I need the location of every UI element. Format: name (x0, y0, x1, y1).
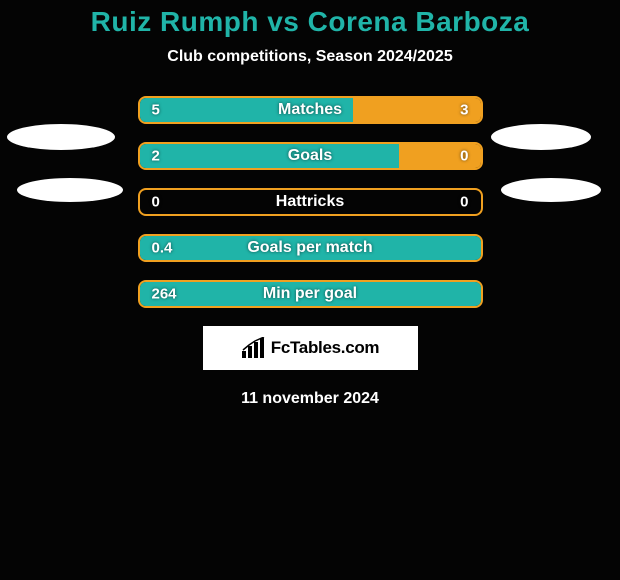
row-label: Matches (278, 101, 342, 119)
value-left: 0.4 (152, 240, 173, 257)
blur-ellipse-right-bot (501, 178, 601, 202)
fill-left (140, 144, 399, 168)
value-left: 264 (152, 286, 177, 303)
stat-row: 5 3 Matches (138, 96, 483, 124)
row-label: Min per goal (263, 285, 357, 303)
date-text: 11 november 2024 (0, 390, 620, 408)
blur-ellipse-left-bot (17, 178, 123, 202)
stat-row: 0.4 Goals per match (138, 234, 483, 262)
brand-badge: FcTables.com (203, 326, 418, 370)
stat-row: 264 Min per goal (138, 280, 483, 308)
brand-text: FcTables.com (271, 338, 380, 358)
value-right: 3 (460, 102, 468, 119)
value-left: 0 (152, 194, 160, 211)
stat-rows: 5 3 Matches 2 0 Goals 0 0 Hattricks 0.4 Goals per … (138, 96, 483, 308)
comparison-chart: 5 3 Matches 2 0 Goals 0 0 Hattricks 0.4 Goals per … (0, 96, 620, 308)
value-left: 2 (152, 148, 160, 165)
row-label: Goals per match (247, 239, 372, 257)
stat-row: 0 0 Hattricks (138, 188, 483, 216)
subtitle: Club competitions, Season 2024/2025 (0, 48, 620, 66)
page-title: Ruiz Rumph vs Corena Barboza (0, 0, 620, 38)
stat-row: 2 0 Goals (138, 142, 483, 170)
blur-ellipse-left-top (7, 124, 115, 150)
value-left: 5 (152, 102, 160, 119)
row-label: Hattricks (276, 193, 344, 211)
value-right: 0 (460, 148, 468, 165)
value-right: 0 (460, 194, 468, 211)
bars-icon (241, 337, 267, 359)
blur-ellipse-right-top (491, 124, 591, 150)
row-label: Goals (288, 147, 332, 165)
